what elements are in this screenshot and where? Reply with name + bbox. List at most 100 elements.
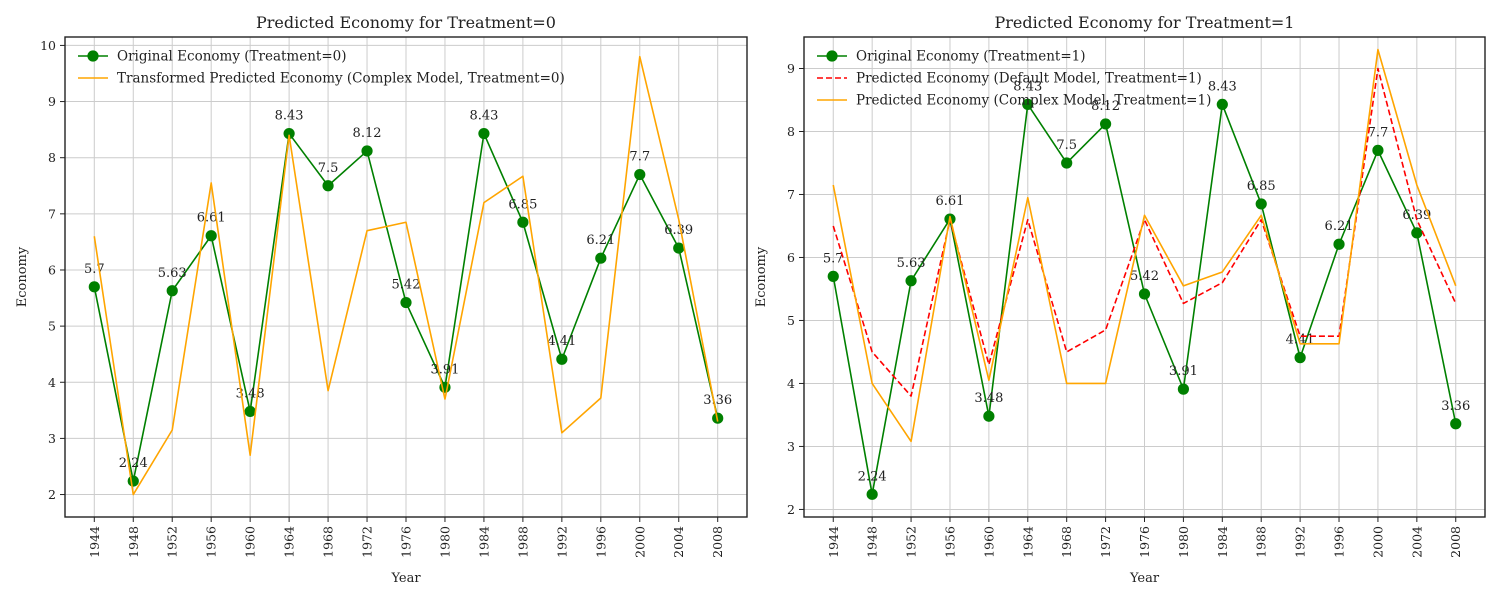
data-point (1333, 238, 1345, 250)
data-point (361, 145, 373, 157)
y-axis-label: Economy (754, 246, 769, 307)
x-tick-label: 2008 (1448, 526, 1463, 558)
data-label: 6.39 (664, 223, 693, 238)
data-point (400, 296, 412, 309)
y-tick-label: 2 (48, 487, 56, 502)
y-tick-label: 8 (787, 124, 795, 139)
y-axis-label: Economy (15, 246, 30, 307)
chart-title: Predicted Economy for Treatment=1 (995, 13, 1295, 32)
x-tick-label: 1944 (826, 526, 841, 558)
y-tick-label: 5 (48, 319, 56, 334)
data-point (1255, 198, 1267, 210)
data-label: 8.43 (275, 109, 304, 124)
chart-panel-treatment-0: 2 3 4 5 6 7 8 9 10 1944 1948 1952 1956 1960 1964 1968 19… (15, 13, 748, 586)
data-label: 8.12 (1091, 99, 1120, 114)
data-label: 8.43 (1013, 79, 1042, 94)
data-point (517, 216, 529, 228)
data-label: 7.5 (318, 161, 339, 176)
chart-title: Predicted Economy for Treatment=0 (256, 13, 556, 32)
data-point (595, 252, 607, 264)
data-label: 3.36 (703, 393, 732, 408)
legend-entry: Original Economy (Treatment=1) (856, 49, 1086, 65)
data-label: 8.12 (353, 126, 382, 141)
x-tick-label: 1980 (1176, 526, 1191, 558)
data-point (1372, 144, 1384, 156)
x-tick-label: 2004 (671, 526, 686, 558)
x-tick-label: 1992 (1293, 526, 1308, 558)
x-tick-label: 2000 (1370, 526, 1385, 558)
data-label: 6.39 (1402, 208, 1431, 223)
data-point (827, 270, 839, 282)
y-tick-label: 7 (787, 187, 795, 202)
chart-panel-treatment-1: 2 3 4 5 6 7 8 9 1944 1948 1952 1956 1960 1964 1968 1972… (754, 13, 1486, 586)
data-label: 6.21 (586, 233, 615, 248)
data-point (1138, 288, 1151, 300)
x-tick-label: 1952 (165, 526, 180, 558)
data-point (88, 281, 100, 293)
data-point (1061, 157, 1073, 169)
data-point (283, 127, 295, 140)
x-tick-label: 1944 (87, 526, 102, 558)
y-tick-label: 9 (787, 61, 795, 76)
data-point (1216, 98, 1228, 111)
x-tick-label: 1988 (515, 526, 530, 558)
legend-swatch-marker (826, 50, 838, 62)
data-label: 3.91 (430, 362, 459, 377)
x-tick-label: 2004 (1409, 526, 1424, 558)
legend: Original Economy (Treatment=0) Transforme… (78, 49, 565, 87)
data-point (634, 168, 646, 181)
data-label: 4.41 (547, 334, 576, 349)
data-point (244, 405, 256, 418)
data-label: 7.7 (1368, 125, 1389, 140)
data-label: 5.7 (84, 262, 105, 277)
x-tick-label: 1952 (904, 526, 919, 558)
series-line-2 (93, 55, 719, 496)
y-tick-label: 4 (48, 375, 56, 390)
data-label: 5.42 (1130, 269, 1159, 284)
x-tick-label: 2008 (710, 526, 725, 558)
x-tick-label: 1976 (399, 526, 414, 558)
x-tick-label: 1988 (1254, 526, 1269, 558)
data-point (1099, 118, 1112, 130)
x-tick-label: 1984 (1215, 526, 1230, 558)
x-tick-label: 1960 (981, 526, 996, 558)
x-tick-label: 1960 (243, 526, 258, 558)
data-point (983, 410, 995, 422)
y-tick-label: 3 (48, 431, 56, 446)
data-point (322, 180, 334, 192)
plot-frame (803, 36, 1486, 518)
data-point (478, 127, 490, 140)
x-tick-label: 1968 (321, 526, 336, 558)
x-tick-label: 1984 (476, 526, 491, 558)
x-axis-label: Year (1129, 571, 1160, 586)
data-label: 6.85 (1247, 179, 1276, 194)
x-tick-label: 1992 (554, 526, 569, 558)
x-tick-label: 1996 (593, 526, 608, 558)
data-label: 3.91 (1169, 364, 1198, 379)
data-point (127, 475, 139, 487)
legend-entry: Predicted Economy (Complex Model, Treatm… (856, 93, 1211, 109)
legend-entry: Transformed Predicted Economy (Complex M… (117, 71, 565, 87)
data-point (205, 230, 217, 242)
y-tick-label: 6 (787, 250, 795, 265)
data-label: 6.85 (508, 197, 537, 212)
legend: Original Economy (Treatment=1) Predicted … (817, 49, 1211, 109)
x-tick-label: 1964 (1020, 526, 1035, 558)
x-tick-label: 1948 (865, 526, 880, 558)
data-point (673, 242, 685, 254)
legend-entry: Predicted Economy (Default Model, Treatm… (856, 71, 1202, 87)
y-tick-label: 9 (48, 94, 56, 109)
plot-frame (64, 36, 748, 518)
x-tick-label: 1964 (282, 526, 297, 558)
y-tick-label: 2 (787, 502, 795, 517)
y-tick-label: 6 (48, 262, 56, 277)
data-label: 5.42 (392, 278, 421, 293)
data-point (166, 285, 178, 297)
data-label: 2.24 (119, 456, 148, 471)
x-tick-label: 1948 (126, 526, 141, 558)
x-tick-label: 1996 (1332, 526, 1347, 558)
data-label: 8.43 (469, 109, 498, 124)
x-tick-label: 1980 (437, 526, 452, 558)
data-label: 5.63 (897, 256, 926, 271)
